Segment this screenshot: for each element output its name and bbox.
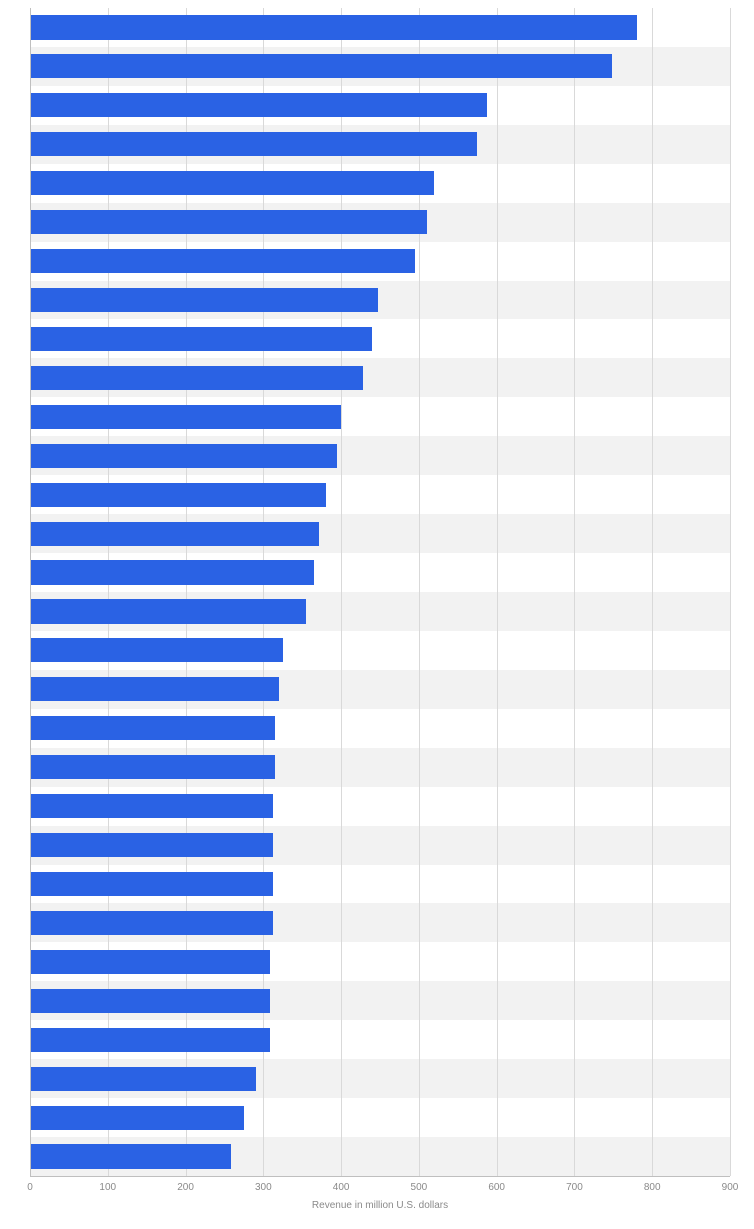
bar [30, 171, 434, 195]
bar [30, 560, 314, 584]
bar [30, 677, 279, 701]
bar [30, 794, 273, 818]
bar [30, 366, 363, 390]
x-gridline [730, 8, 731, 1176]
x-tick-label: 800 [644, 1182, 661, 1193]
bar [30, 833, 273, 857]
bar [30, 599, 306, 623]
bar [30, 483, 326, 507]
bar [30, 872, 273, 896]
x-tick-label: 700 [566, 1182, 583, 1193]
x-tick-label: 300 [255, 1182, 272, 1193]
bar [30, 327, 372, 351]
bar [30, 911, 273, 935]
bar [30, 54, 612, 78]
bar [30, 638, 283, 662]
bar [30, 444, 337, 468]
bar [30, 1067, 256, 1091]
bar [30, 950, 270, 974]
bar [30, 132, 477, 156]
bar [30, 755, 275, 779]
x-tick-label: 600 [488, 1182, 505, 1193]
x-gridline [497, 8, 498, 1176]
y-axis-line [30, 8, 31, 1176]
x-axis-line [30, 1176, 730, 1177]
bar [30, 1144, 231, 1168]
plot-area [30, 8, 730, 1176]
chart-container: 0 100 200 300 400 500 600 700 800 900 Revenue in m… [0, 0, 754, 1229]
bar [30, 716, 275, 740]
bar [30, 249, 415, 273]
x-tick-label: 400 [333, 1182, 350, 1193]
x-tick-label: 900 [722, 1182, 739, 1193]
x-axis-title: Revenue in million U.S. dollars [312, 1200, 448, 1211]
x-tick-label: 500 [411, 1182, 428, 1193]
x-tick-label: 0 [27, 1182, 33, 1193]
bar [30, 989, 270, 1013]
bar [30, 210, 427, 234]
bar [30, 288, 378, 312]
x-gridline [652, 8, 653, 1176]
x-gridline [574, 8, 575, 1176]
bar [30, 1106, 244, 1130]
bar [30, 522, 319, 546]
x-tick-label: 100 [99, 1182, 116, 1193]
bar [30, 405, 341, 429]
bar [30, 93, 487, 117]
x-tick-label: 200 [177, 1182, 194, 1193]
bar [30, 1028, 270, 1052]
bar [30, 15, 637, 39]
